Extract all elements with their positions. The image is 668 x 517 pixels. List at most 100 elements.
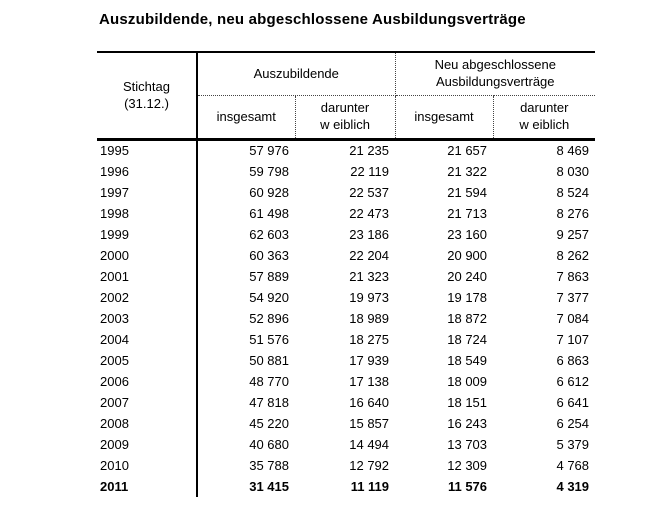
weiblich2-line1: darunter bbox=[520, 100, 569, 116]
value-cell: 17 138 bbox=[349, 373, 390, 389]
value-cell: 19 973 bbox=[349, 289, 390, 305]
value-cell: 18 275 bbox=[349, 331, 390, 347]
value-cell: 18 009 bbox=[447, 373, 488, 389]
value-cell: 16 640 bbox=[349, 394, 390, 410]
value-cell: 15 857 bbox=[349, 415, 390, 431]
table-row: 2005 50 881 17 939 18 549 6 863 bbox=[97, 349, 595, 371]
table-row: 2004 51 576 18 275 18 724 7 107 bbox=[97, 328, 595, 350]
value-cell: 54 920 bbox=[249, 289, 289, 305]
year-cell: 2011 bbox=[97, 475, 198, 497]
value-cell: 31 415 bbox=[249, 478, 289, 494]
data-table: Stichtag (31.12.) Auszubildende Neu abge… bbox=[97, 51, 596, 497]
year-cell: 1997 bbox=[97, 181, 198, 203]
stichtag-label-line2: (31.12.) bbox=[124, 95, 169, 111]
value-cell: 61 498 bbox=[249, 205, 289, 221]
value-cell: 47 818 bbox=[249, 394, 289, 410]
value-cell: 51 576 bbox=[249, 331, 289, 347]
value-cell: 21 323 bbox=[349, 268, 390, 284]
column-header-insgesamt-2: insgesamt bbox=[395, 95, 494, 141]
year-cell: 2009 bbox=[97, 433, 198, 455]
value-cell: 7 863 bbox=[556, 268, 590, 284]
table-row: 2010 35 788 12 792 12 309 4 768 bbox=[97, 454, 595, 476]
table-row: 2003 52 896 18 989 18 872 7 084 bbox=[97, 307, 595, 329]
value-cell: 7 377 bbox=[556, 289, 590, 305]
value-cell: 7 084 bbox=[556, 310, 590, 326]
year-cell: 2005 bbox=[97, 349, 198, 371]
table-row: 2007 47 818 16 640 18 151 6 641 bbox=[97, 391, 595, 413]
table-row: 2011 31 415 11 119 11 576 4 319 bbox=[97, 475, 595, 497]
column-header-weiblich-1: darunter w eiblich bbox=[295, 95, 396, 141]
table-row: 2001 57 889 21 323 20 240 7 863 bbox=[97, 265, 595, 287]
value-cell: 18 151 bbox=[447, 394, 488, 410]
value-cell: 17 939 bbox=[349, 352, 390, 368]
table-row: 1999 62 603 23 186 23 160 9 257 bbox=[97, 223, 595, 245]
value-cell: 4 768 bbox=[556, 457, 590, 473]
value-cell: 45 220 bbox=[249, 415, 289, 431]
value-cell: 18 989 bbox=[349, 310, 390, 326]
column-header-insgesamt-1: insgesamt bbox=[197, 95, 296, 141]
value-cell: 21 235 bbox=[349, 143, 390, 159]
table-row: 1996 59 798 22 119 21 322 8 030 bbox=[97, 160, 595, 182]
table-row: 2009 40 680 14 494 13 703 5 379 bbox=[97, 433, 595, 455]
sub-header-row: insgesamt darunter w eiblich insgesamt d… bbox=[97, 95, 596, 141]
column-header-weiblich-2: darunter w eiblich bbox=[493, 95, 596, 141]
year-cell: 2000 bbox=[97, 244, 198, 266]
year-cell: 2001 bbox=[97, 265, 198, 287]
year-cell: 2007 bbox=[97, 391, 198, 413]
group-header-row: Stichtag (31.12.) Auszubildende Neu abge… bbox=[97, 51, 596, 141]
value-cell: 6 612 bbox=[556, 373, 590, 389]
year-cell: 2003 bbox=[97, 307, 198, 329]
value-cell: 8 030 bbox=[556, 163, 590, 179]
value-cell: 22 537 bbox=[349, 184, 390, 200]
value-cell: 23 186 bbox=[349, 226, 390, 242]
year-cell: 2002 bbox=[97, 286, 198, 308]
table-row: 1995 57 976 21 235 21 657 8 469 bbox=[97, 139, 595, 161]
table-row: 2002 54 920 19 973 19 178 7 377 bbox=[97, 286, 595, 308]
table-row: 2000 60 363 22 204 20 900 8 262 bbox=[97, 244, 595, 266]
value-cell: 60 363 bbox=[249, 247, 289, 263]
value-cell: 8 524 bbox=[556, 184, 590, 200]
weiblich1-line2: w eiblich bbox=[320, 117, 370, 132]
value-cell: 4 319 bbox=[556, 478, 590, 494]
stichtag-label-line1: Stichtag bbox=[123, 78, 170, 94]
weiblich1-line1: darunter bbox=[320, 100, 370, 116]
value-cell: 52 896 bbox=[249, 310, 289, 326]
value-cell: 18 724 bbox=[447, 331, 488, 347]
year-cell: 2004 bbox=[97, 328, 198, 350]
year-cell: 2010 bbox=[97, 454, 198, 476]
value-cell: 35 788 bbox=[249, 457, 289, 473]
value-cell: 6 641 bbox=[556, 394, 590, 410]
table-row: 1997 60 928 22 537 21 594 8 524 bbox=[97, 181, 595, 203]
value-cell: 11 119 bbox=[350, 478, 390, 494]
value-cell: 12 309 bbox=[447, 457, 488, 473]
value-cell: 19 178 bbox=[447, 289, 488, 305]
value-cell: 60 928 bbox=[249, 184, 289, 200]
value-cell: 50 881 bbox=[249, 352, 289, 368]
year-cell: 1995 bbox=[97, 139, 198, 161]
group2-label-line2: Ausbildungsverträge bbox=[436, 74, 555, 89]
value-cell: 8 469 bbox=[556, 143, 590, 159]
value-cell: 21 657 bbox=[447, 143, 488, 159]
value-cell: 11 576 bbox=[447, 478, 488, 494]
value-cell: 40 680 bbox=[249, 436, 289, 452]
value-cell: 16 243 bbox=[447, 415, 488, 431]
value-cell: 7 107 bbox=[556, 331, 590, 347]
value-cell: 13 703 bbox=[447, 436, 488, 452]
table-body: 1995 57 976 21 235 21 657 8 469 1996 59 798 22 … bbox=[97, 139, 595, 497]
group-header-neue-vertraege: Neu abgeschlossene Ausbildungsverträge bbox=[395, 51, 596, 96]
value-cell: 12 792 bbox=[349, 457, 390, 473]
year-cell: 1996 bbox=[97, 160, 198, 182]
value-cell: 14 494 bbox=[349, 436, 390, 452]
year-cell: 2006 bbox=[97, 370, 198, 392]
value-cell: 48 770 bbox=[249, 373, 289, 389]
value-cell: 8 262 bbox=[556, 247, 590, 263]
value-cell: 8 276 bbox=[556, 205, 590, 221]
value-cell: 18 549 bbox=[447, 352, 488, 368]
value-cell: 6 863 bbox=[556, 352, 590, 368]
value-cell: 62 603 bbox=[249, 226, 289, 242]
value-cell: 9 257 bbox=[556, 226, 590, 242]
column-header-stichtag: Stichtag (31.12.) bbox=[97, 51, 198, 141]
value-cell: 21 713 bbox=[447, 205, 488, 221]
table-row: 2006 48 770 17 138 18 009 6 612 bbox=[97, 370, 595, 392]
page-title: Auszubildende, neu abgeschlossene Ausbil… bbox=[99, 11, 526, 28]
